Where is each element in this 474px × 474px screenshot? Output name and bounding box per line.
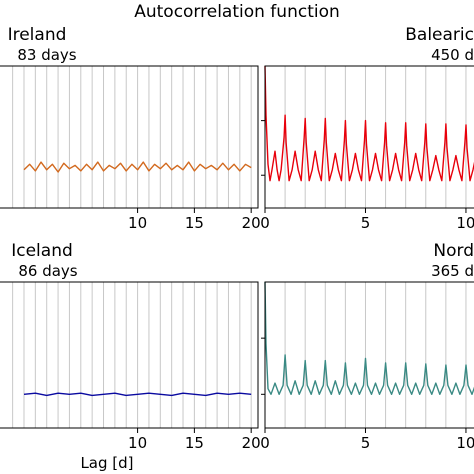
- x-tick-label: 10: [128, 214, 147, 232]
- panel-subtitle: 450 d: [431, 46, 474, 64]
- x-tick-label: 10: [128, 434, 147, 452]
- x-tick-label: 20: [242, 214, 261, 232]
- series-line: [23, 161, 252, 173]
- panel-title: Ireland: [8, 25, 67, 45]
- x-tick-label: 0: [260, 434, 270, 452]
- x-tick-label: 0: [260, 214, 270, 232]
- panel-subtitle: 365 d: [431, 262, 474, 280]
- x-tick-label: 15: [185, 214, 204, 232]
- panel-title: Iceland: [11, 241, 73, 261]
- x-tick-label: 15: [185, 434, 204, 452]
- series-line: [264, 281, 474, 395]
- x-tick-label: 10: [456, 434, 474, 452]
- panel-subtitle: 86 days: [18, 262, 77, 280]
- axes-frame: [0, 281, 259, 429]
- x-axis-label: Lag [d]: [80, 454, 133, 472]
- axes-frame: [0, 65, 259, 209]
- x-tick-label: 5: [361, 214, 371, 232]
- figure-title: Autocorrelation function: [134, 2, 340, 22]
- series-line: [264, 65, 474, 182]
- x-tick-label: 20: [242, 434, 261, 452]
- axes-frame: [264, 65, 474, 209]
- x-tick-label: 10: [456, 214, 474, 232]
- x-tick-label: 5: [361, 434, 371, 452]
- panel-title: Nord: [433, 241, 474, 261]
- series-line: [23, 392, 252, 397]
- panel-title: Balearic: [405, 25, 474, 45]
- panel-subtitle: 83 days: [17, 46, 76, 64]
- axes-frame: [264, 281, 474, 429]
